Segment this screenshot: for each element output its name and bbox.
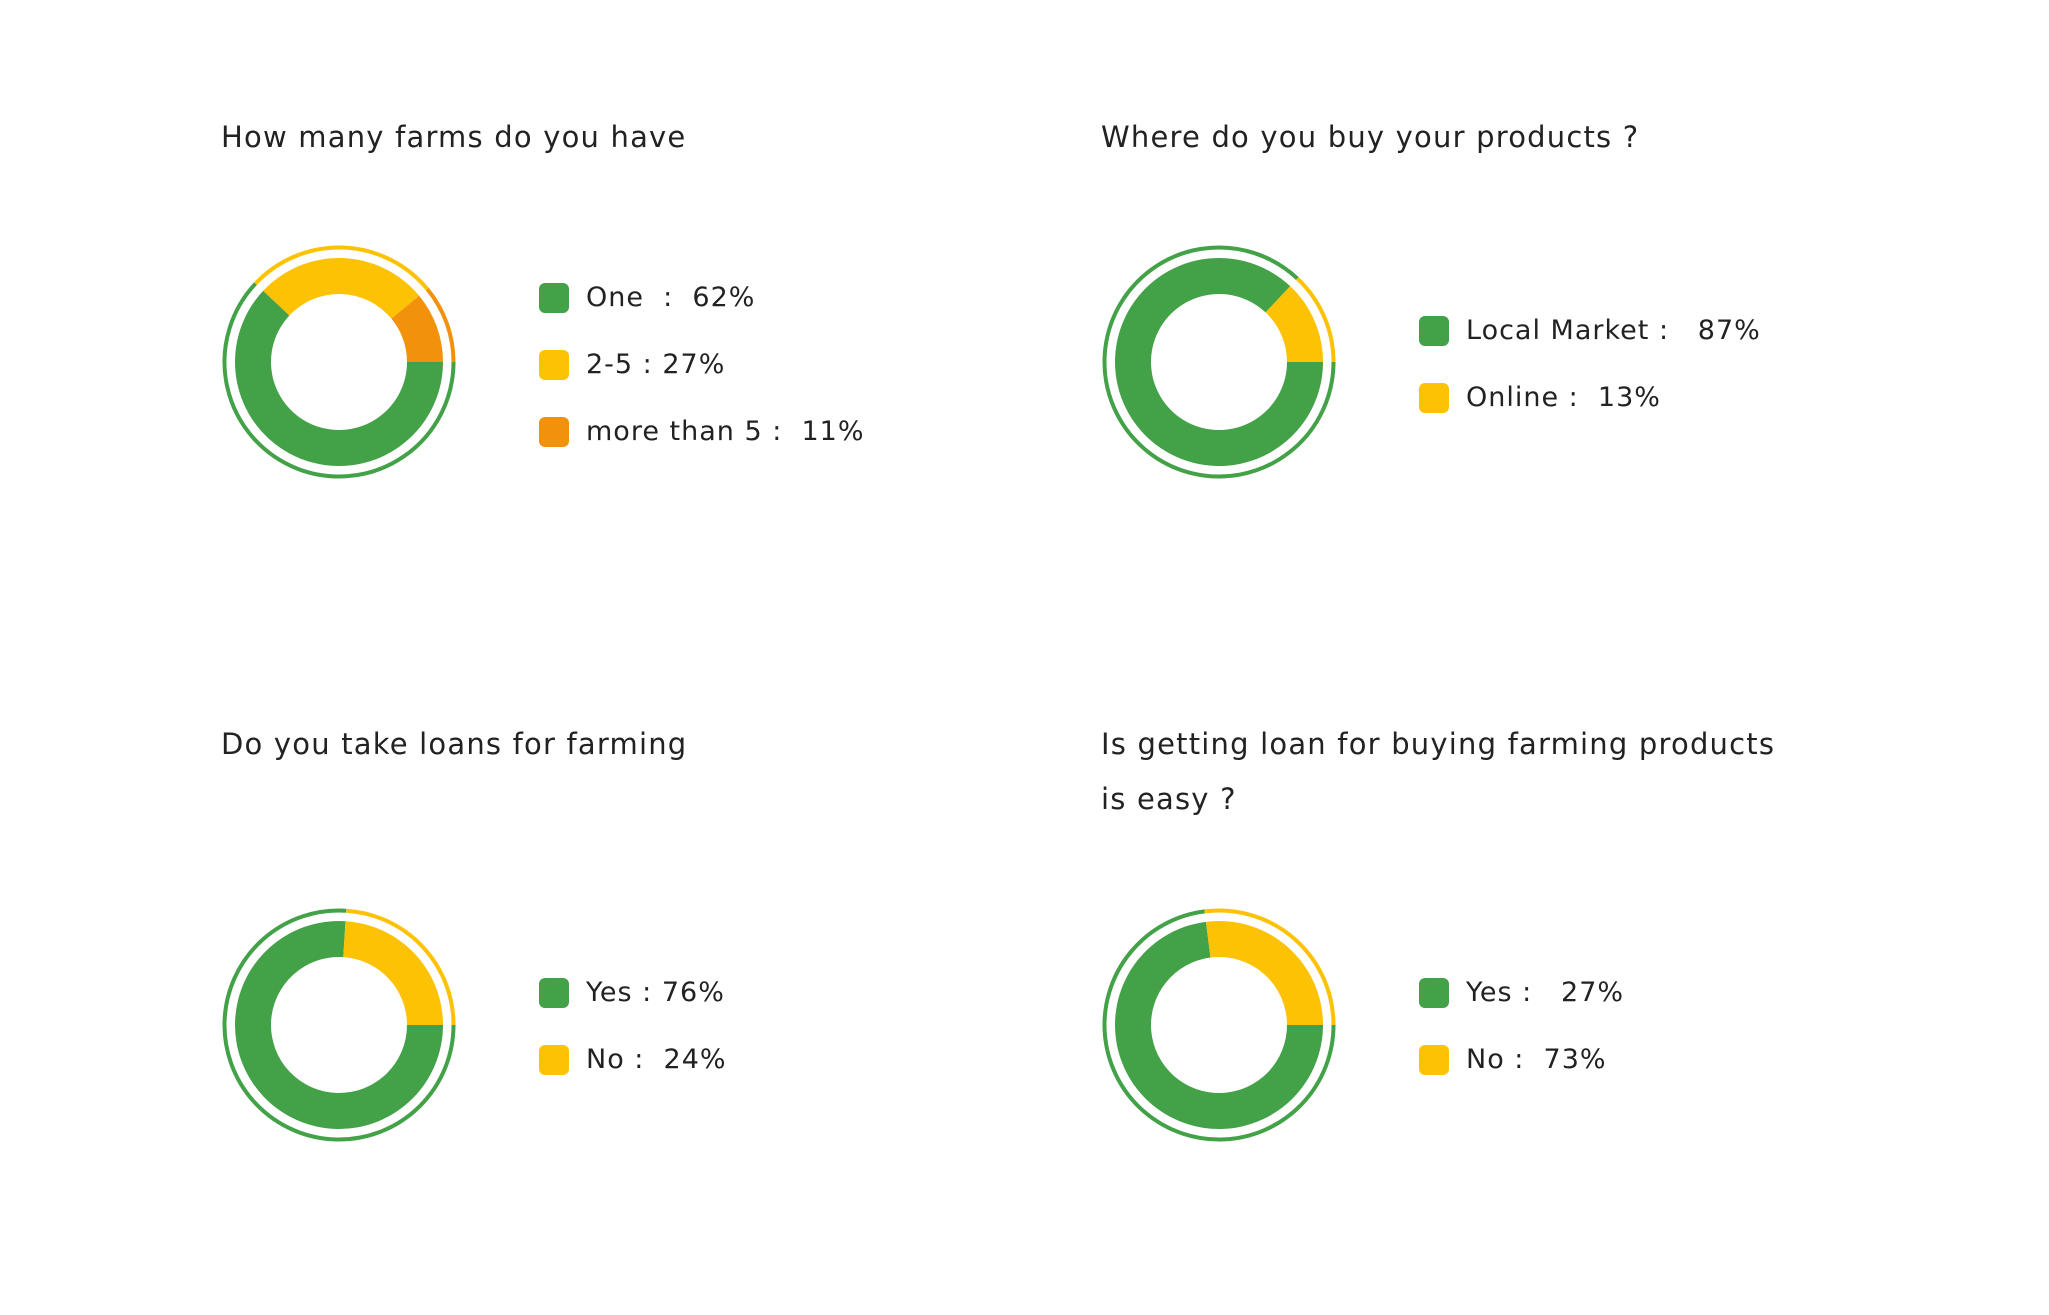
chart-panel-loans: Do you take loans for farming Yes : 76% … [221,717,1081,1277]
donut-outer-ring-segment [1102,245,1336,479]
chart-panel-loan-ease: Is getting loan for buying farming produ… [1101,717,1961,1277]
legend-item: No : 73% [1419,1026,1624,1093]
legend-item: One : 62% [539,264,865,331]
legend-item: 2-5 : 27% [539,331,865,398]
donut-slice-2-5 [263,258,420,319]
legend-label: Local Market : 87% [1466,315,1761,346]
chart-title: How many farms do you have [221,120,687,154]
legend-swatch [539,416,569,447]
legend-label: No : 73% [1466,1044,1607,1075]
donut-outer-ring-segment [1204,908,1336,1026]
chart-title: Do you take loans for farming [221,727,688,761]
legend-swatch [539,1044,569,1075]
donut-slice-no [343,921,443,1025]
donut-slice-more-than-5 [391,295,443,362]
legend-item: more than 5 : 11% [539,398,865,465]
donut-outer-ring-segment [346,908,456,1026]
legend-item: Local Market : 87% [1419,297,1761,364]
donut-outer-ring-segment [254,245,429,291]
legend-item: Online : 13% [1419,364,1761,431]
chart-title: Where do you buy your products ? [1101,120,1640,154]
legend-swatch [539,349,569,380]
chart-legend: Yes : 76% No : 24% [539,959,727,1093]
donut-chart [1102,908,1336,1142]
legend-swatch [539,282,569,313]
donut-outer-ring-segment [222,908,456,1142]
donut-slice-online [1265,286,1323,362]
donut-chart [1102,245,1336,479]
legend-label: Yes : 27% [1466,977,1625,1008]
legend-item: Yes : 27% [1419,959,1624,1026]
donut-chart [222,908,456,1142]
donut-slice-yes [1115,921,1323,1129]
chart-title: Is getting loan for buying farming produ… [1101,727,1776,816]
legend-label: 2-5 : 27% [586,349,726,380]
donut-outer-ring-segment [1296,277,1336,363]
legend-label: more than 5 : 11% [586,416,865,447]
donut-slice-one [235,290,443,466]
donut-slice-no [1205,921,1323,1025]
legend-label: Yes : 76% [586,977,725,1008]
legend-swatch [1419,977,1449,1008]
legend-swatch [1419,1044,1449,1075]
legend-item: Yes : 76% [539,959,727,1026]
donut-slice-yes [235,921,443,1129]
donut-outer-ring-segment [425,287,456,363]
legend-label: No : 24% [586,1044,727,1075]
chart-legend: One : 62% 2-5 : 27% more than 5 : 11% [539,264,865,465]
legend-swatch [1419,382,1449,413]
legend-label: One : 62% [586,282,756,313]
legend-swatch [1419,315,1449,346]
donut-outer-ring-segment [1102,909,1336,1142]
legend-item: No : 24% [539,1026,727,1093]
legend-swatch [539,977,569,1008]
donut-chart [222,245,456,479]
chart-panel-farms: How many farms do you have One : 62% 2-5… [221,110,1081,670]
donut-slice-local-market [1115,258,1323,466]
chart-panel-products: Where do you buy your products ? Local M… [1101,110,1961,670]
legend-label: Online : 13% [1466,382,1661,413]
chart-legend: Local Market : 87% Online : 13% [1419,297,1761,431]
chart-legend: Yes : 27% No : 73% [1419,959,1624,1093]
donut-outer-ring-segment [222,282,456,479]
